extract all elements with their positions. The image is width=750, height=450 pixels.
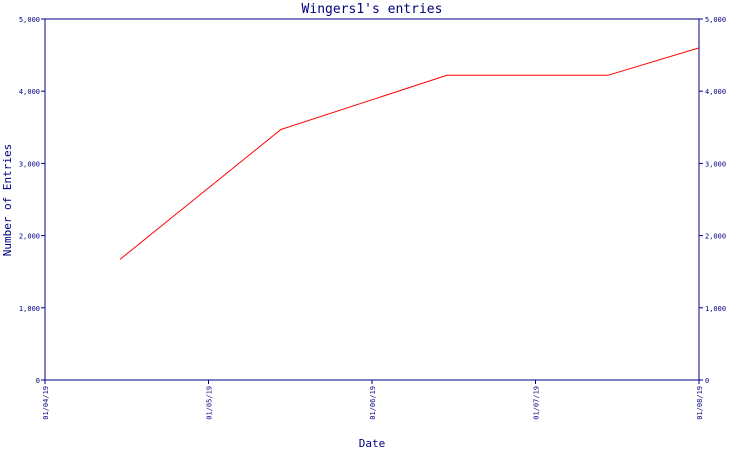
x-tick-label: 01/08/19	[696, 386, 704, 420]
y-tick-left-label: 1,000	[19, 305, 40, 313]
y-tick-left-label: 4,000	[19, 88, 40, 96]
y-tick-left-label: 3,000	[19, 160, 40, 168]
x-tick-label: 01/05/19	[206, 386, 214, 420]
y-axis-title: Number of Entries	[1, 144, 14, 257]
x-axis: 01/04/19 01/05/19 01/06/19 01/07/19 01/08/19	[42, 380, 704, 420]
y-tick-right-label: 5,000	[705, 16, 726, 24]
plot-frame	[44, 18, 700, 381]
y-axis-left: 0 1,000 2,000 3,000 4,000 5,000	[19, 16, 45, 385]
x-axis-title: Date	[359, 437, 386, 450]
series-line	[119, 47, 700, 260]
x-tick-label: 01/06/19	[369, 386, 377, 420]
series-layer	[119, 47, 700, 260]
y-tick-left-label: 5,000	[19, 16, 40, 24]
y-axis-right: 0 1,000 2,000 3,000 4,000 5,000	[699, 16, 726, 385]
chart-title: Wingers1's entries	[302, 2, 443, 17]
x-tick-label: 01/04/19	[42, 386, 50, 420]
y-tick-left-label: 0	[36, 377, 40, 385]
x-tick-label: 01/07/19	[533, 386, 541, 420]
y-tick-left-label: 2,000	[19, 233, 40, 241]
y-tick-right-label: 1,000	[705, 305, 726, 313]
y-tick-right-label: 0	[705, 377, 709, 385]
y-tick-right-label: 2,000	[705, 233, 726, 241]
y-tick-right-label: 4,000	[705, 88, 726, 96]
y-tick-right-label: 3,000	[705, 160, 726, 168]
